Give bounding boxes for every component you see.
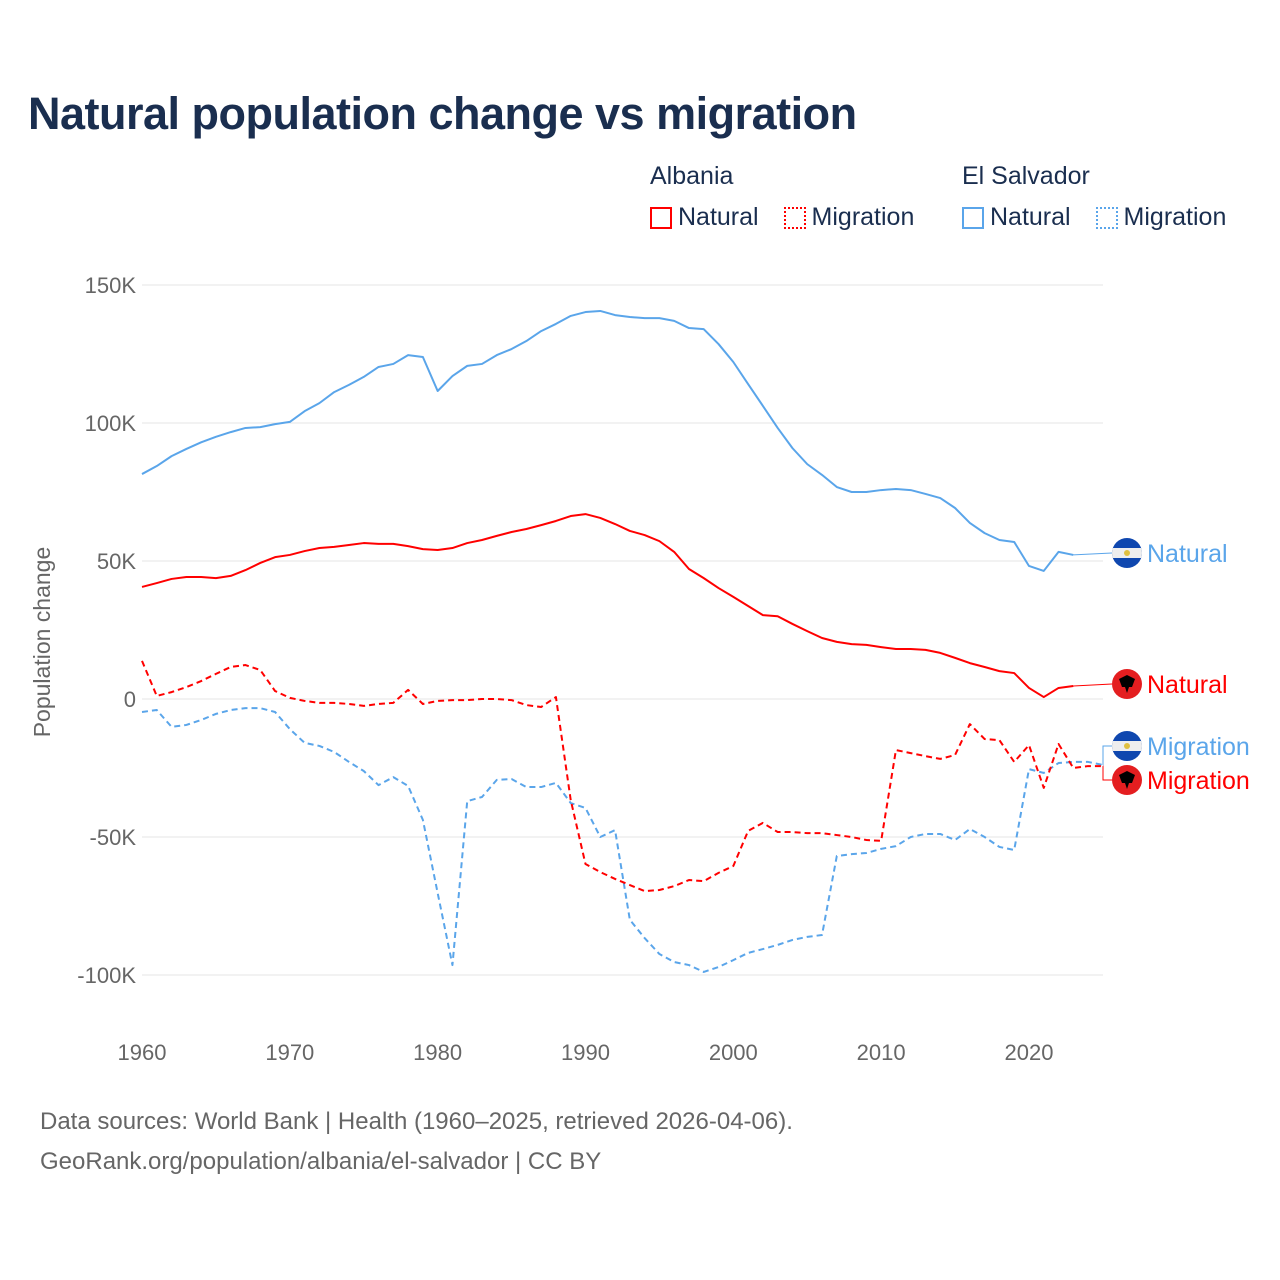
eagle-shape (1119, 771, 1135, 789)
x-tick-label: 1970 (265, 1040, 314, 1065)
legend-group-name: Albania (650, 162, 734, 190)
y-tick-label: 50K (97, 549, 136, 574)
legend-label: Migration (1123, 203, 1227, 231)
series-line-albania-migration (141, 660, 1103, 893)
y-tick-label: -50K (90, 825, 137, 850)
series-end-label: Natural (1147, 671, 1228, 699)
eagle-shape (1119, 675, 1135, 693)
label-connector (1102, 745, 1112, 766)
series-end-label: Natural (1147, 540, 1228, 568)
y-tick-label: 100K (85, 411, 137, 436)
legend-item-el-salvador-migration[interactable]: Migration (1095, 203, 1227, 232)
x-tick-label: 1980 (413, 1040, 462, 1065)
albania-flag-icon (1112, 765, 1142, 795)
chart-title: Natural population change vs migration (28, 88, 857, 139)
footer-sources: Data sources: World Bank | Health (1960–… (40, 1108, 793, 1135)
dotted-swatch-icon (1095, 206, 1118, 229)
footer-credit[interactable]: GeoRank.org/population/albania/el-salvad… (40, 1148, 602, 1175)
solid-swatch-icon (962, 206, 984, 229)
flag-emblem (1124, 743, 1130, 749)
legend-item-albania-natural[interactable]: Natural (650, 203, 759, 232)
dotted-swatch-icon (783, 206, 806, 229)
legend-label: Natural (990, 203, 1071, 231)
legend-label: Migration (811, 203, 915, 231)
legend-item-el-salvador-natural[interactable]: Natural (962, 203, 1071, 232)
el-salvador-flag-icon (1112, 731, 1142, 761)
series-end-label: Migration (1147, 733, 1250, 761)
y-tick-label: -100K (77, 963, 136, 988)
x-tick-label: 1960 (118, 1040, 167, 1065)
x-tick-label: 1990 (561, 1040, 610, 1065)
label-connector (1102, 765, 1112, 781)
legend-label: Natural (678, 203, 759, 231)
el-salvador-flag-icon (1112, 538, 1142, 568)
x-tick-label: 2020 (1005, 1040, 1054, 1065)
x-tick-label: 2000 (709, 1040, 758, 1065)
legend-group-el-salvador: El Salvador Natural Migration (962, 162, 1226, 236)
series-line-el-salvador-natural (141, 309, 1074, 572)
label-connector (1073, 683, 1113, 687)
flag-emblem (1124, 550, 1130, 556)
legend-item-albania-migration[interactable]: Migration (783, 203, 915, 232)
legend-group-albania: Albania Natural Migration (650, 162, 932, 236)
y-axis-label: Population change (29, 547, 55, 738)
y-tick-label: 0 (124, 687, 136, 712)
series-end-label: Migration (1147, 767, 1250, 795)
albania-flag-icon (1112, 669, 1142, 699)
solid-swatch-icon (650, 206, 672, 229)
x-tick-label: 2010 (857, 1040, 906, 1065)
legend-group-name: El Salvador (962, 162, 1090, 190)
series-line-el-salvador-migration (141, 707, 1104, 973)
series-line-albania-natural (141, 513, 1074, 699)
y-tick-label: 150K (85, 273, 137, 298)
label-connector (1073, 552, 1113, 556)
